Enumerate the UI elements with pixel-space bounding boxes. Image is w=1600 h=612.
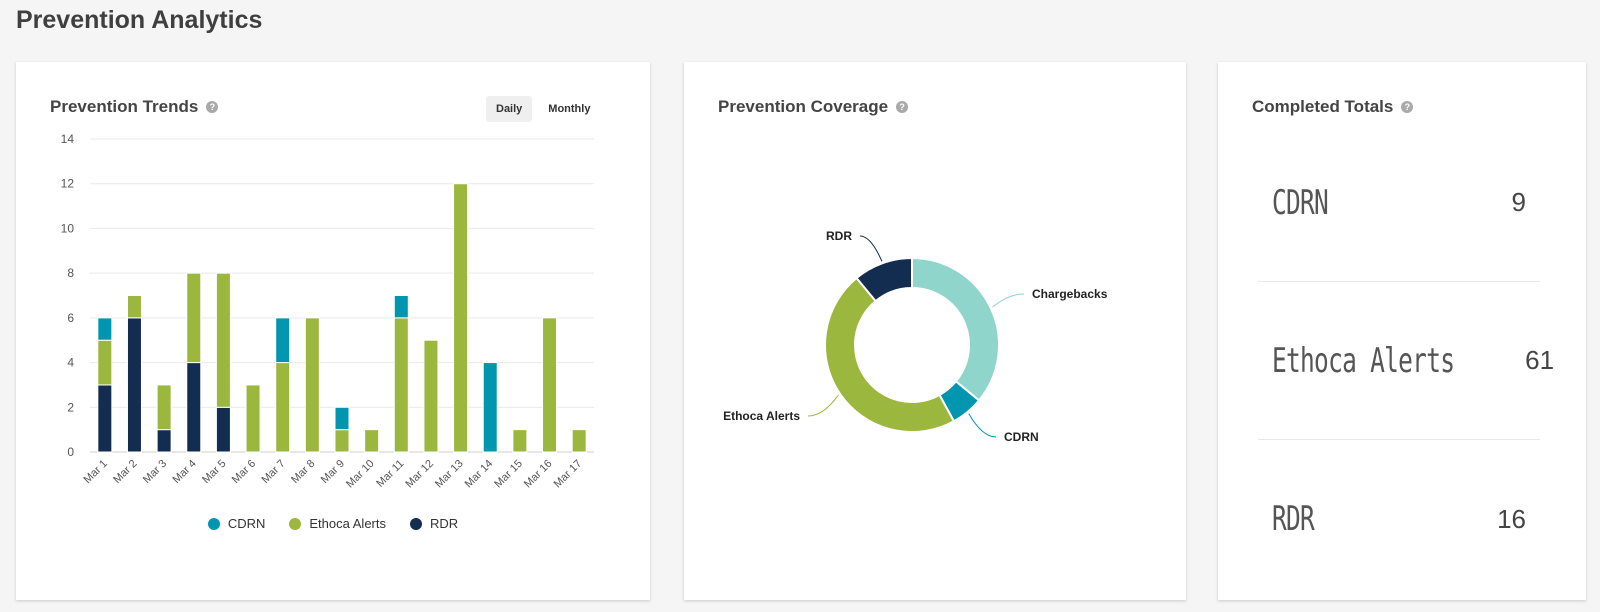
prevention-trends-title: Prevention Trends ? — [50, 97, 219, 117]
bar-segment[interactable] — [245, 384, 261, 453]
prevention-coverage-title-text: Prevention Coverage — [718, 97, 889, 116]
bar-segment[interactable] — [334, 429, 350, 453]
total-label: RDR — [1272, 499, 1315, 539]
x-tick-label: Mar 7 — [259, 458, 287, 486]
legend-dot-cdrn — [207, 517, 220, 530]
x-tick-label: Mar 12 — [403, 458, 436, 491]
bar-segment[interactable] — [334, 406, 350, 431]
x-tick-label: Mar 15 — [492, 458, 525, 491]
x-tick-label: Mar 8 — [289, 458, 317, 486]
prevention-trends-title-text: Prevention Trends — [50, 97, 199, 116]
bar-segment[interactable] — [482, 362, 498, 453]
y-tick-label: 12 — [61, 177, 75, 191]
bar-segment[interactable] — [186, 272, 202, 364]
total-row-rdr: RDR 16 — [1258, 440, 1540, 598]
chart-legend: CDRN Ethoca Alerts RDR — [16, 516, 650, 531]
bar-segment[interactable] — [126, 317, 142, 453]
prevention-trends-card: Prevention Trends ? Daily Monthly 0 2 4 6 8 1… — [16, 62, 650, 600]
y-tick-label: 2 — [67, 400, 74, 414]
bar-segment[interactable] — [393, 295, 409, 319]
y-tick-label: 4 — [67, 356, 74, 370]
x-tick-label: Mar 11 — [374, 458, 406, 490]
x-tick-label: Mar 6 — [230, 458, 258, 486]
x-tick-label: Mar 17 — [552, 458, 585, 491]
y-tick-label: 8 — [67, 266, 74, 280]
total-value: 61 — [1525, 345, 1555, 375]
x-tick-label: Mar 2 — [111, 458, 139, 486]
bar-segment[interactable] — [97, 317, 113, 341]
connector-line — [968, 413, 997, 438]
prevention-coverage-chart: Chargebacks CDRN Ethoca Alerts RDR — [723, 229, 1108, 444]
bar-segment[interactable] — [453, 183, 469, 453]
legend-label-rdr: RDR — [430, 516, 459, 531]
prevention-coverage-title: Prevention Coverage ? — [718, 97, 909, 117]
bar-segment[interactable] — [156, 429, 172, 453]
donut-slice[interactable] — [855, 256, 913, 303]
legend-item-rdr[interactable]: RDR — [410, 516, 458, 531]
bar-segment[interactable] — [215, 406, 231, 453]
bar-segment[interactable] — [423, 339, 439, 453]
bar-segment[interactable] — [275, 362, 291, 453]
x-tick-label: Mar 4 — [171, 458, 199, 486]
completed-totals-title-text: Completed Totals — [1252, 97, 1394, 116]
connector-line — [807, 394, 839, 417]
completed-totals-card: Completed Totals ? CDRN 9 Ethoca Alerts … — [1218, 62, 1586, 600]
total-label: Ethoca Alerts — [1272, 340, 1455, 381]
y-tick-label: 10 — [61, 221, 75, 235]
legend-label-ethoca: Ethoca Alerts — [309, 516, 386, 531]
total-value: 9 — [1511, 187, 1526, 217]
slice-label: CDRN — [1004, 430, 1039, 444]
legend-dot-ethoca — [289, 517, 302, 530]
x-tick-label: Mar 13 — [433, 458, 466, 491]
x-tick-label: Mar 14 — [463, 458, 496, 491]
help-icon[interactable]: ? — [896, 101, 909, 113]
completed-totals-title: Completed Totals ? — [1252, 97, 1414, 117]
bar-segment[interactable] — [156, 384, 172, 431]
help-icon[interactable]: ? — [1401, 101, 1414, 113]
bar-segment[interactable] — [97, 384, 113, 453]
x-tick-label: Mar 5 — [200, 458, 228, 486]
bar-segment[interactable] — [126, 295, 142, 319]
slice-label: Chargebacks — [1032, 287, 1108, 301]
x-tick-label: Mar 10 — [344, 458, 377, 491]
bar-segment[interactable] — [512, 429, 528, 453]
donut-slice[interactable] — [911, 256, 1000, 402]
bar-segment[interactable] — [571, 429, 587, 453]
bar-segment[interactable] — [186, 362, 202, 453]
x-tick-label: Mar 1 — [82, 458, 110, 486]
x-tick-label: Mar 16 — [522, 458, 555, 491]
slice-label: RDR — [826, 229, 852, 243]
total-row-cdrn: CDRN 9 — [1258, 124, 1540, 282]
bar-segment[interactable] — [97, 339, 113, 386]
total-value: 16 — [1497, 503, 1526, 534]
bar-segment[interactable] — [275, 317, 291, 364]
total-row-ethoca: Ethoca Alerts 61 — [1258, 282, 1554, 440]
donut-slice[interactable] — [824, 276, 956, 433]
y-tick-label: 0 — [67, 445, 74, 459]
period-toggle: Daily Monthly — [486, 96, 600, 122]
bar-segment[interactable] — [393, 317, 409, 453]
y-tick-label: 6 — [67, 311, 74, 325]
legend-item-cdrn[interactable]: CDRN — [207, 516, 266, 531]
x-tick-label: Mar 3 — [141, 458, 169, 486]
legend-label-cdrn: CDRN — [227, 516, 266, 531]
monthly-button[interactable]: Monthly — [538, 96, 600, 122]
connector-line — [859, 235, 883, 262]
bar-segment[interactable] — [215, 272, 231, 408]
slice-label: Ethoca Alerts — [723, 409, 800, 423]
bar-segment[interactable] — [364, 429, 380, 453]
legend-item-ethoca[interactable]: Ethoca Alerts — [289, 516, 386, 531]
help-icon[interactable]: ? — [206, 101, 219, 113]
page-title: Prevention Analytics — [16, 6, 263, 34]
legend-dot-rdr — [410, 517, 422, 530]
bar-segment[interactable] — [542, 317, 558, 453]
daily-button[interactable]: Daily — [486, 96, 533, 122]
total-label: CDRN — [1272, 182, 1329, 223]
connector-line — [992, 293, 1025, 308]
y-tick-label: 14 — [61, 132, 75, 146]
bar-segment[interactable] — [304, 317, 320, 453]
prevention-coverage-card: Prevention Coverage ? Chargebacks CDRN Eth… — [684, 62, 1186, 600]
